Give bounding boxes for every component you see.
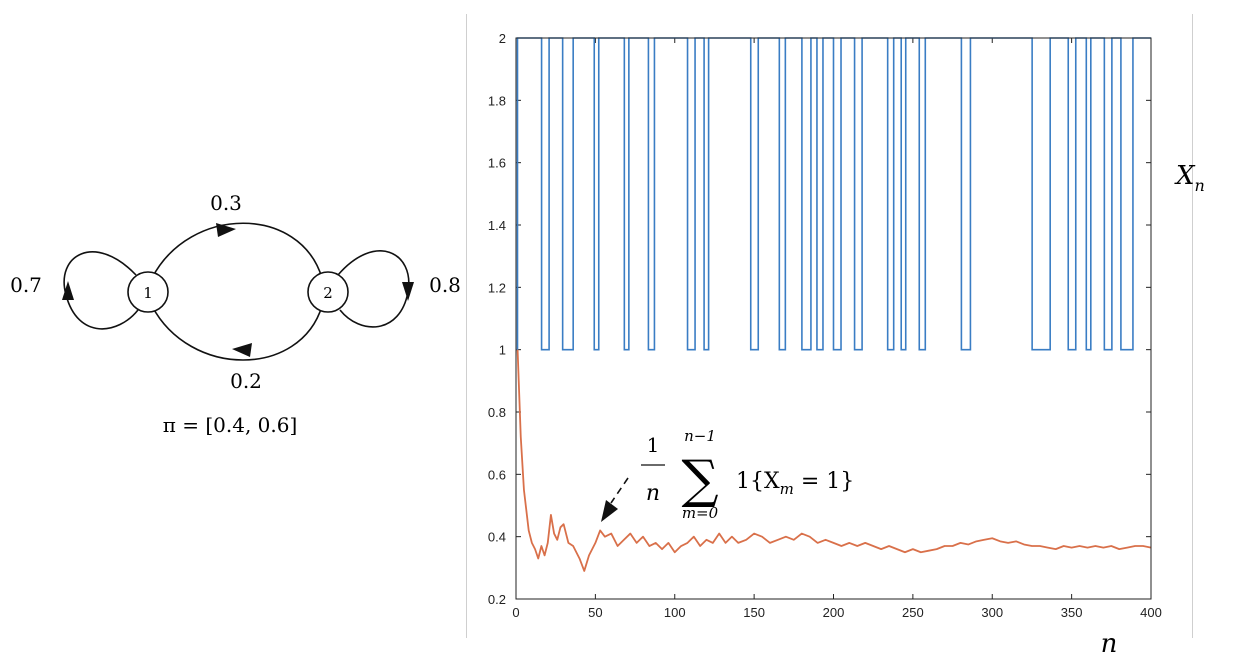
x-tick-label: 150: [743, 605, 765, 620]
formula-indicator-head: 1{X: [736, 469, 780, 494]
average-series-line: [516, 349, 1152, 572]
right-separator: [1192, 14, 1193, 638]
average-series-layer: [516, 349, 1152, 572]
y-tick-label: 0.8: [488, 405, 506, 420]
x-tick-label: 100: [664, 605, 686, 620]
state-2-node: [307, 271, 349, 313]
annotation-leader: [610, 477, 629, 504]
self-loop-2-arrow: [402, 282, 414, 301]
state-series-label-sub: n: [1195, 176, 1205, 195]
formula-indicator-tail: = 1}: [794, 469, 854, 494]
x-tick-label: 350: [1061, 605, 1083, 620]
edge-2-to-1: [151, 305, 323, 361]
self-loop-2: [337, 250, 410, 328]
formula-indicator: 1{Xm = 1}: [736, 469, 854, 498]
state-1-node: [127, 271, 169, 313]
self-loop-2-label: 0.8: [429, 273, 461, 297]
state-series-line: [516, 37, 1151, 351]
formula-sum-lower: m=0: [682, 504, 719, 522]
formula-sum-sign: ∑: [681, 450, 718, 510]
average-formula: 1 n n−1 ∑ m=0 1{Xm = 1}: [641, 427, 854, 522]
self-loop-1: [63, 251, 139, 330]
annotation-arrowhead: [601, 500, 618, 522]
y-tick-label: 0.6: [488, 467, 506, 482]
stationary-distribution: π = [0.4, 0.6]: [163, 413, 298, 437]
y-tick-label: 0.4: [488, 530, 506, 545]
formula-denominator: n: [646, 481, 660, 506]
x-tick-label: 50: [588, 605, 602, 620]
x-axis-label: n: [1101, 629, 1118, 658]
edge-2-to-1-label: 0.2: [230, 369, 262, 393]
y-tick-label: 1: [499, 343, 506, 358]
x-tick-label: 200: [823, 605, 845, 620]
edge-1-to-2: [151, 222, 323, 279]
y-tick-label: 0.2: [488, 592, 506, 607]
state-series-layer: [516, 37, 1151, 351]
y-tick-label: 1.8: [488, 93, 506, 108]
x-tick-label: 250: [902, 605, 924, 620]
state-2-label: 2: [323, 284, 333, 302]
self-loop-1-label: 0.7: [10, 273, 42, 297]
self-loop-1-arrow: [62, 281, 74, 300]
state-series-label: Xn: [1174, 161, 1205, 195]
edge-1-to-2-arrow: [216, 223, 236, 237]
x-tick-label: 400: [1140, 605, 1162, 620]
formula-indicator-sub: m: [780, 480, 794, 498]
edge-1-to-2-label: 0.3: [210, 191, 242, 215]
x-tick-label: 0: [512, 605, 519, 620]
y-tick-label: 1.2: [488, 280, 506, 295]
formula-numerator: 1: [647, 433, 660, 457]
left-separator: [466, 14, 467, 638]
axes: 0 50 100 150 200 250 300 350 400 0.2 0.4 0.6 0.8 1 1.2…: [488, 31, 1162, 620]
y-tick-label: 2: [499, 31, 506, 46]
formula-sum-upper: n−1: [684, 427, 716, 445]
y-tick-label: 1.4: [488, 218, 506, 233]
x-tick-label: 300: [981, 605, 1003, 620]
state-1-label: 1: [143, 284, 153, 302]
y-tick-label: 1.6: [488, 156, 506, 171]
edge-2-to-1-arrow: [232, 343, 252, 357]
markov-chain-diagram: 1 2 0.3 0.2 0.7 0.8 π = [0.4, 0.6]: [10, 191, 461, 437]
plot-frame: [515, 37, 1152, 600]
